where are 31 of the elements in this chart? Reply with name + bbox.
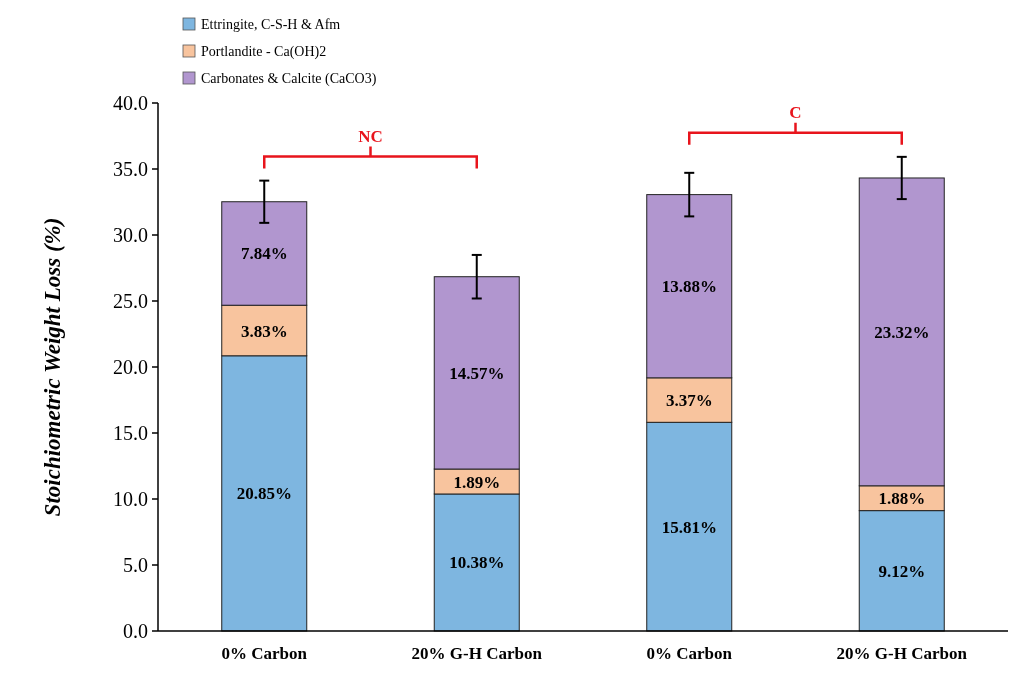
data-label: 23.32%: [874, 322, 930, 342]
y-tick-label: 0.0: [123, 620, 148, 642]
data-label: 15.81%: [661, 517, 717, 537]
y-tick-label: 30.0: [113, 224, 148, 246]
data-label: 7.84%: [240, 244, 288, 264]
legend-label: Portlandite - Ca(OH)2: [201, 44, 327, 60]
data-label: 3.37%: [665, 391, 713, 411]
y-axis-title: Stoichiometric Weight Loss (%): [40, 217, 65, 517]
x-tick-label: 20% G-H Carbon: [836, 644, 968, 663]
y-tick-label: 35.0: [113, 158, 148, 180]
x-tick-label: 0% Carbon: [646, 644, 733, 663]
data-label: 14.57%: [449, 363, 505, 383]
y-tick-label: 25.0: [113, 290, 148, 312]
y-tick-label: 15.0: [113, 422, 148, 444]
y-tick-label: 5.0: [123, 554, 148, 576]
data-label: 20.85%: [236, 484, 292, 504]
annotation: C: [789, 102, 802, 122]
x-tick-label: 20% G-H Carbon: [411, 644, 543, 663]
y-tick-label: 10.0: [113, 488, 148, 510]
data-label: 3.83%: [240, 321, 288, 341]
data-label: 10.38%: [449, 553, 505, 573]
annotation: NC: [358, 126, 383, 146]
data-label: 9.12%: [878, 561, 926, 581]
data-label: 1.88%: [878, 489, 926, 509]
legend-label: Carbonates & Calcite (CaCO3): [201, 71, 377, 87]
y-tick-label: 20.0: [113, 356, 148, 378]
legend-label: Ettringite, C-S-H & Afm: [201, 17, 341, 32]
data-label: 13.88%: [661, 277, 717, 297]
y-tick-label: 40.0: [113, 92, 148, 114]
data-label: 1.89%: [453, 472, 501, 492]
x-tick-label: 0% Carbon: [221, 644, 308, 663]
